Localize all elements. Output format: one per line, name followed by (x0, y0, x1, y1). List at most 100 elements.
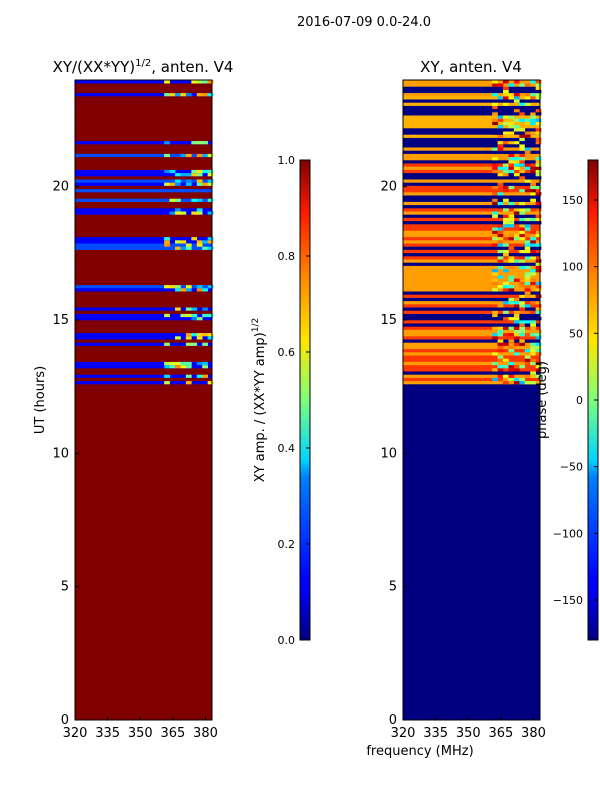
heatmap-cell (497, 140, 504, 145)
heatmap-cell (497, 368, 504, 372)
heatmap-cell (508, 176, 515, 180)
heatmap-cell (535, 329, 542, 334)
heatmap-row (75, 108, 212, 113)
heatmap-cell (530, 115, 536, 119)
heatmap-cell (535, 89, 542, 94)
heatmap-cell (519, 220, 526, 225)
heatmap-cell (530, 169, 536, 174)
heatmap-cell (497, 163, 504, 167)
heatmap-cell (185, 153, 192, 158)
heatmap-row (403, 291, 540, 295)
heatmap-cell (519, 227, 526, 231)
heatmap-cell (196, 284, 203, 289)
heatmap-cell (492, 313, 498, 318)
heatmap-row (75, 313, 212, 318)
heatmap-row (75, 192, 212, 196)
heatmap-cell (519, 294, 526, 298)
heatmap-cell (497, 169, 504, 174)
heatmap-cell (535, 304, 542, 308)
heatmap-cell (524, 147, 531, 151)
heatmap-cell (519, 150, 526, 154)
heatmap-cell (503, 323, 509, 327)
heatmap-cell (492, 307, 498, 311)
heatmap-cell (535, 86, 542, 90)
heatmap-cell (185, 336, 192, 340)
heatmap-cell (503, 172, 509, 177)
heatmap-cell (492, 102, 498, 106)
heatmap-cell (524, 96, 531, 100)
heatmap-cell (530, 246, 536, 250)
heatmap-cell (503, 364, 509, 369)
heatmap-cell (513, 92, 520, 97)
heatmap-cell (519, 300, 526, 305)
heatmap-cell (530, 118, 536, 122)
heatmap-cell (535, 284, 542, 289)
heatmap-cell (497, 364, 504, 369)
heatmap-cell (535, 128, 542, 132)
heatmap-row (403, 371, 540, 375)
heatmap-row (403, 374, 540, 378)
heatmap-row (403, 163, 540, 167)
heatmap-row (75, 96, 212, 100)
heatmap-row (403, 233, 540, 238)
heatmap-cell (519, 329, 526, 334)
heatmap-cell (524, 380, 531, 385)
heatmap-cell (535, 169, 542, 174)
heatmap-cell (503, 252, 509, 257)
heatmap-row (403, 220, 540, 225)
heatmap-cell (524, 224, 531, 228)
heatmap-cell (513, 368, 520, 372)
heatmap-row (75, 355, 212, 359)
heatmap-cell (508, 246, 515, 250)
heatmap-row (75, 323, 212, 327)
heatmap-cell (202, 342, 208, 346)
heatmap-cell (519, 118, 526, 122)
heatmap-cell (530, 137, 536, 142)
left-panel: XY/(XX*YY)1/2, anten. V4 320 335 350 365 380… (33, 58, 233, 741)
heatmap-cell (535, 140, 542, 145)
heatmap-row (75, 102, 212, 106)
heatmap-row (75, 358, 212, 362)
heatmap-cell (513, 377, 520, 382)
heatmap-row (403, 166, 540, 170)
heatmap-cell (508, 265, 515, 270)
heatmap-cell (492, 316, 498, 321)
heatmap-row (403, 160, 540, 164)
heatmap-cell (530, 230, 536, 234)
heatmap-cell (196, 316, 203, 321)
heatmap-cell (530, 361, 536, 366)
heatmap-row (75, 262, 212, 266)
heatmap-cell (508, 217, 515, 222)
heatmap-cell (519, 377, 526, 382)
heatmap-cell (513, 160, 520, 164)
heatmap-cell (535, 364, 542, 369)
heatmap-row (75, 240, 212, 244)
y-tick-label: 20 (52, 180, 69, 195)
heatmap-row (403, 144, 540, 148)
heatmap-cell (513, 320, 520, 324)
heatmap-row (403, 358, 540, 362)
heatmap-row (403, 307, 540, 311)
heatmap-cell (497, 329, 504, 334)
heatmap-cell (535, 166, 542, 170)
heatmap-cell (508, 316, 515, 321)
heatmap-cell (207, 80, 214, 84)
heatmap-cell (524, 288, 531, 292)
heatmap-cell (513, 336, 520, 340)
heatmap-row (75, 368, 212, 372)
heatmap-cell (524, 304, 531, 308)
heatmap-cell (185, 92, 192, 97)
heatmap-cell (196, 92, 203, 97)
heatmap-row (75, 201, 212, 206)
heatmap-cell (535, 246, 542, 250)
heatmap-cell (530, 236, 536, 241)
heatmap-cell (492, 297, 498, 302)
heatmap-cell (503, 214, 509, 218)
heatmap-cell (503, 89, 509, 94)
heatmap-cell (185, 361, 192, 366)
heatmap-cell (508, 374, 515, 378)
heatmap-cell (530, 121, 536, 126)
heatmap-cell (207, 284, 214, 289)
heatmap-cell (497, 348, 504, 353)
heatmap-cell (175, 364, 181, 369)
